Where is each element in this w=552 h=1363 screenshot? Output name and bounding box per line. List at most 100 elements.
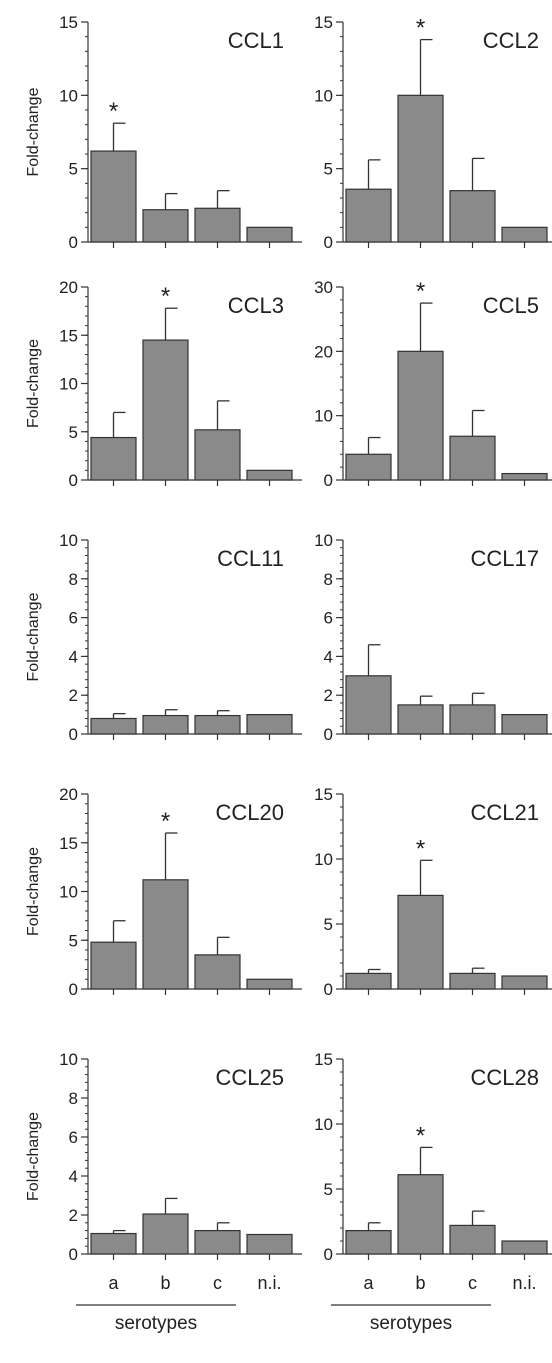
x-tick-label: a <box>363 1273 374 1293</box>
y-tick-label: 20 <box>59 785 78 804</box>
x-tick-label: n.i. <box>257 1273 281 1293</box>
y-tick-label: 15 <box>59 13 78 32</box>
bar-b <box>142 879 189 990</box>
group-label: serotypes <box>115 1313 197 1334</box>
x-tick-label: b <box>160 1273 170 1293</box>
significance-marker: * <box>109 98 118 125</box>
panel-ccl17: 0 2 4 6 8 10 CCL17 <box>314 531 552 744</box>
y-tick-label: 15 <box>59 834 78 853</box>
bar-a <box>90 1232 137 1255</box>
bar-c <box>194 714 241 735</box>
y-tick-label: 0 <box>324 980 333 999</box>
y-tick-label: 6 <box>69 609 78 628</box>
significance-marker: * <box>161 808 170 835</box>
panel-title: CCL21 <box>471 800 539 825</box>
bar-ni <box>501 1240 548 1255</box>
significance-marker: * <box>161 283 170 310</box>
y-axis-label: Fold-change <box>25 87 42 176</box>
panel-ccl28: 0 5 10 15 * CCL28 a b c n.i. serotypes <box>314 1050 552 1334</box>
bar-b <box>397 1174 444 1255</box>
y-tick-label: 30 <box>314 278 333 297</box>
y-tick-label: 0 <box>324 233 333 252</box>
bar-ni <box>246 713 293 735</box>
panel-title: CCL3 <box>228 293 284 318</box>
y-tick-label: 0 <box>69 233 78 252</box>
y-tick-label: 10 <box>59 531 78 550</box>
panel-ccl1: 0 5 10 15 * CCL1 Fold-change <box>25 13 302 252</box>
panel-ccl25: 0 2 4 6 8 10 CCL25 Fold-change a b c n.i. serotypes <box>25 1050 302 1334</box>
bar-a <box>90 717 137 735</box>
bar-ni <box>246 978 293 990</box>
bar-a <box>90 941 137 990</box>
bar-c <box>194 207 241 243</box>
bar-ni <box>501 713 548 735</box>
bar-b <box>142 1213 189 1255</box>
y-tick-label: 10 <box>314 86 333 105</box>
group-label: serotypes <box>370 1313 452 1334</box>
bar-c <box>194 1229 241 1255</box>
y-tick-label: 0 <box>69 471 78 490</box>
bar-c <box>449 190 496 243</box>
y-tick-label: 4 <box>324 647 333 666</box>
y-tick-label: 5 <box>324 160 333 179</box>
y-tick-label: 15 <box>314 785 333 804</box>
y-tick-label: 6 <box>69 1128 78 1147</box>
y-tick-label: 10 <box>59 375 78 394</box>
panel-title: CCL20 <box>216 800 284 825</box>
significance-marker: * <box>416 835 425 862</box>
bar-a <box>345 1229 392 1255</box>
bar-c <box>194 954 241 990</box>
panel-title: CCL5 <box>483 293 539 318</box>
y-tick-label: 0 <box>324 1245 333 1264</box>
bar-c <box>449 972 496 990</box>
y-axis-label: Fold-change <box>25 339 42 428</box>
y-tick-label: 10 <box>314 1115 333 1134</box>
bar-c <box>449 1224 496 1255</box>
y-tick-label: 20 <box>314 342 333 361</box>
y-tick-label: 8 <box>69 1089 78 1108</box>
y-tick-label: 8 <box>324 570 333 589</box>
y-tick-label: 15 <box>314 13 333 32</box>
bar-ni <box>501 226 548 243</box>
y-tick-label: 0 <box>69 980 78 999</box>
y-tick-label: 0 <box>324 471 333 490</box>
panel-ccl11: 0 2 4 6 8 10 CCL11 Fold-change <box>25 531 302 744</box>
bar-ni <box>246 226 293 243</box>
bar-a <box>345 675 392 735</box>
y-tick-label: 4 <box>69 647 78 666</box>
significance-marker: * <box>416 1122 425 1149</box>
significance-marker: * <box>416 278 425 305</box>
y-tick-label: 10 <box>314 407 333 426</box>
y-tick-label: 20 <box>59 278 78 297</box>
y-tick-label: 8 <box>69 570 78 589</box>
bar-b <box>397 350 444 481</box>
bar-ni <box>246 1233 293 1255</box>
panel-title: CCL25 <box>216 1065 284 1090</box>
bar-b <box>142 209 189 243</box>
panel-ccl2: 0 5 10 15 * CCL2 <box>314 13 552 252</box>
x-tick-label: c <box>468 1273 477 1293</box>
panel-title: CCL28 <box>471 1065 539 1090</box>
bar-c <box>449 435 496 481</box>
y-tick-label: 5 <box>69 160 78 179</box>
y-tick-label: 10 <box>314 531 333 550</box>
panel-title: CCL1 <box>228 28 284 53</box>
y-tick-label: 10 <box>59 86 78 105</box>
bar-b <box>397 94 444 243</box>
bar-ni <box>501 472 548 481</box>
bar-a <box>345 453 392 481</box>
y-tick-label: 10 <box>59 1050 78 1069</box>
panel-title: CCL11 <box>217 546 284 571</box>
y-tick-label: 2 <box>69 1206 78 1225</box>
panel-title: CCL17 <box>471 546 539 571</box>
y-tick-label: 2 <box>69 686 78 705</box>
x-tick-label: c <box>213 1273 222 1293</box>
bar-b <box>142 714 189 735</box>
y-axis-label: Fold-change <box>25 1112 42 1201</box>
significance-marker: * <box>416 15 425 42</box>
y-tick-label: 15 <box>59 326 78 345</box>
bar-a <box>345 188 392 243</box>
y-tick-label: 4 <box>69 1167 78 1186</box>
x-tick-label: a <box>108 1273 119 1293</box>
